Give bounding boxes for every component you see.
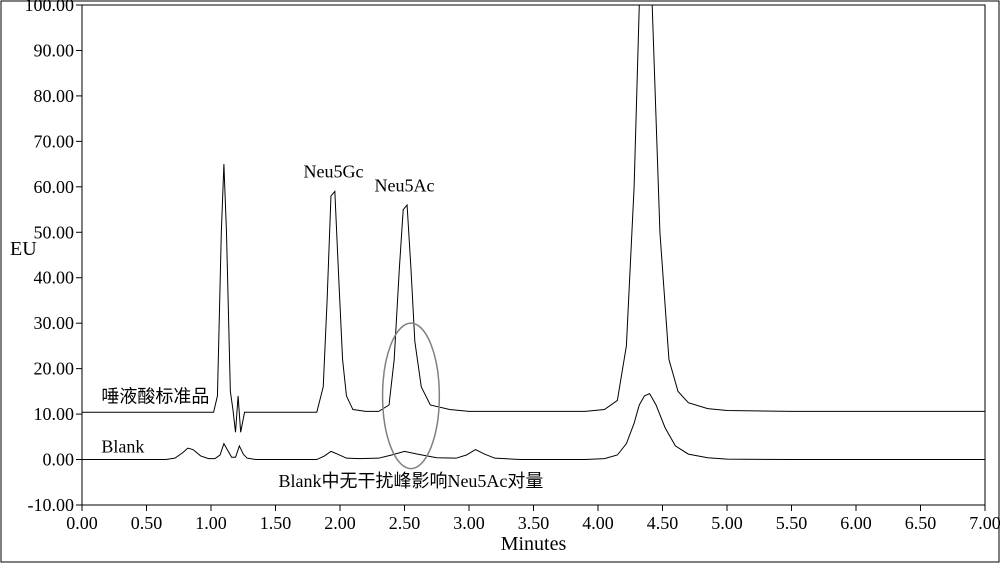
y-tick-label: 90.00 — [34, 40, 75, 60]
y-tick-label: 80.00 — [34, 86, 75, 106]
trace-standard — [82, 0, 985, 432]
x-tick-label: 0.00 — [66, 513, 98, 533]
trace-label-standard: 唾液酸标准品 — [101, 387, 209, 407]
x-tick-label: 6.00 — [840, 513, 872, 533]
x-tick-label: 0.50 — [131, 513, 163, 533]
trace-label-blank: Blank — [101, 437, 144, 457]
x-tick-label: 3.00 — [453, 513, 485, 533]
y-tick-label: 30.00 — [34, 313, 75, 333]
x-tick-label: 4.00 — [582, 513, 614, 533]
y-tick-label: 10.00 — [34, 404, 75, 424]
x-axis-label: Minutes — [501, 533, 567, 555]
y-tick-label: 60.00 — [34, 177, 75, 197]
x-tick-label: 2.00 — [324, 513, 356, 533]
y-axis-label: EU — [10, 238, 37, 260]
x-tick-label: 1.50 — [260, 513, 292, 533]
chart-svg: -10.000.0010.0020.0030.0040.0050.0060.00… — [0, 0, 1000, 563]
x-tick-label: 4.50 — [647, 513, 679, 533]
trace-blank — [82, 394, 985, 460]
highlight-ellipse — [383, 323, 440, 468]
chromatogram-chart: -10.000.0010.0020.0030.0040.0050.0060.00… — [0, 0, 1000, 563]
y-tick-label: 20.00 — [34, 359, 75, 379]
x-tick-label: 5.00 — [711, 513, 743, 533]
plot-border — [82, 5, 985, 505]
x-tick-label: 3.50 — [518, 513, 550, 533]
y-tick-label: 100.00 — [25, 0, 75, 15]
peak-label: Neu5Ac — [375, 175, 435, 195]
caption-text: Blank中无干扰峰影响Neu5Ac对量 — [278, 471, 543, 491]
x-tick-label: 1.00 — [195, 513, 227, 533]
y-tick-label: 70.00 — [34, 131, 75, 151]
x-tick-label: 6.50 — [905, 513, 937, 533]
x-tick-label: 5.50 — [776, 513, 808, 533]
x-tick-label: 2.50 — [389, 513, 421, 533]
y-tick-label: -10.00 — [28, 495, 75, 515]
peak-label: Neu5Gc — [304, 162, 364, 182]
y-tick-label: 40.00 — [34, 268, 75, 288]
y-tick-label: 50.00 — [34, 222, 75, 242]
x-tick-label: 7.00 — [969, 513, 1000, 533]
y-tick-label: 0.00 — [43, 450, 75, 470]
